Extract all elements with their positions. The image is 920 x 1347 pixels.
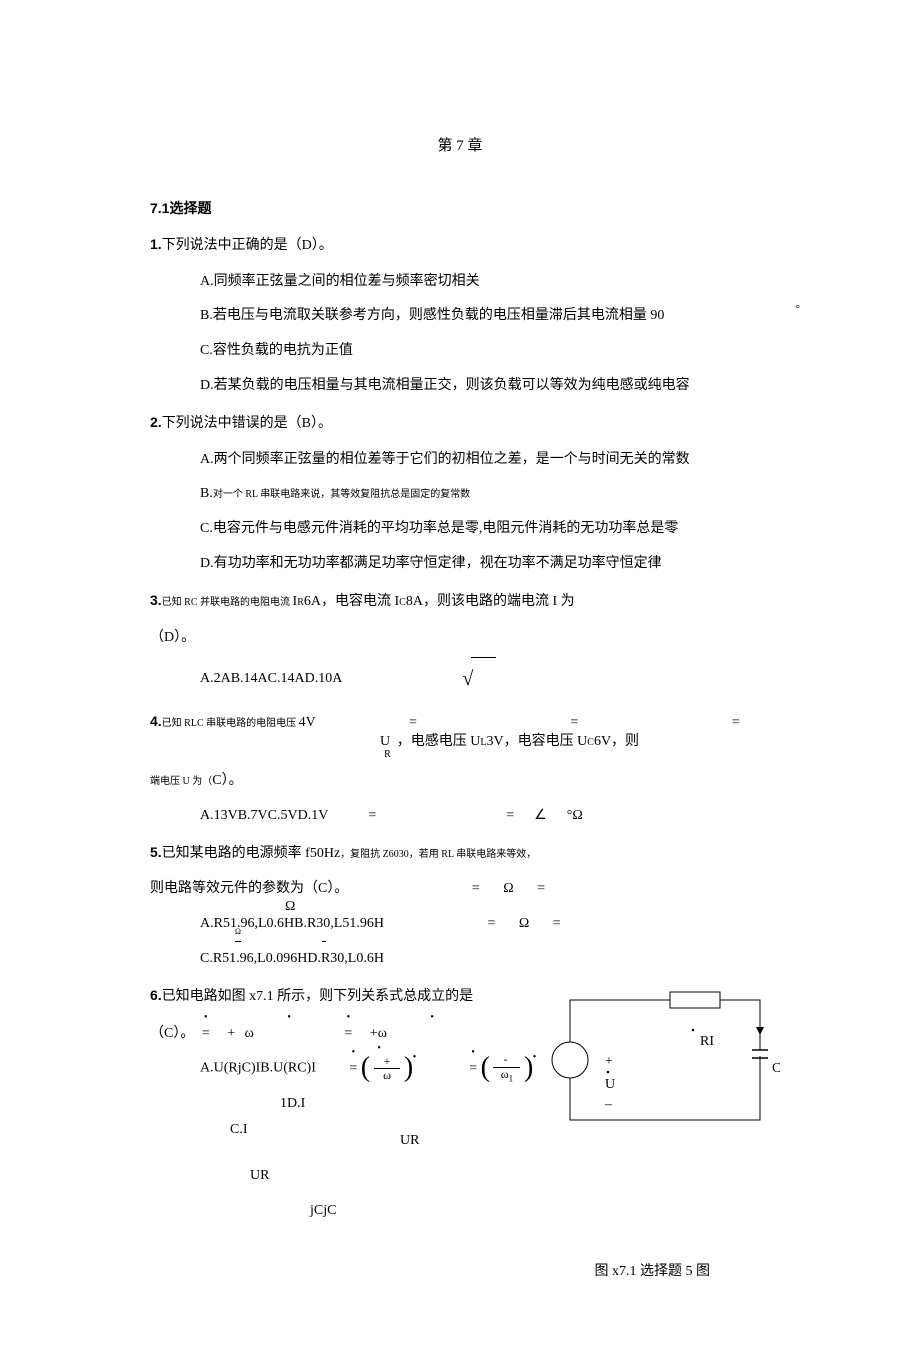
angle-sym: ∠ xyxy=(534,801,547,832)
q4-opts: A.13VB.7VC.5VD.1V xyxy=(200,801,328,832)
question-3: 3.已知 RC 并联电路的电阻电流 IR6A，电容电流 IC8A，则该电路的端电… xyxy=(150,585,770,618)
paren-left: ( xyxy=(361,1053,370,1084)
q3-opts: A.2AB.14AC.14AD.10A xyxy=(200,664,342,695)
fraction: - ω1 xyxy=(493,1053,520,1083)
svg-text:RI: RI xyxy=(700,1034,714,1049)
circuit-diagram: RI + U – C xyxy=(550,980,780,1140)
q5-line2: 则电路等效元件的参数为（C）。 xyxy=(150,881,348,896)
q1-opt-b-text: B.若电压与电流取关联参考方向，则感性负载的电压相量滞后其电流相量 90 xyxy=(200,308,664,323)
eq-sym: = xyxy=(732,715,740,730)
q4-line3-end: C）。 xyxy=(212,773,242,788)
q5-stem-small: ，复阻抗 Z6030，若用 RL 串联电路来等效， xyxy=(340,849,536,860)
svg-text:+: + xyxy=(605,1054,613,1069)
paren-left: ( xyxy=(481,1053,490,1084)
svg-text:–: – xyxy=(604,1097,613,1112)
q3-mid2: 8A，则该电路的端电流 I 为 xyxy=(406,594,575,609)
q3-mid1: 6A，电容电流 I xyxy=(304,594,399,609)
q6-opt-ab: A.U(RjC)IB.U(RC)I xyxy=(200,1061,316,1076)
eq-sym: = xyxy=(368,801,376,832)
q4-mid: ，电感电压 U xyxy=(397,734,481,749)
q3-options-row: A.2AB.14AC.14AD.10A √ xyxy=(150,657,770,701)
question-2: 2.下列说法中错误的是（B）。 xyxy=(150,407,770,440)
omega-sym: ω xyxy=(378,1026,387,1041)
q1-opt-b: B.若电压与电流取关联参考方向，则感性负载的电压相量滞后其电流相量 90 ° xyxy=(150,301,770,332)
q3-ic-sub: C xyxy=(399,597,406,608)
q6-ur2: UR xyxy=(150,1161,770,1192)
q4-options-row: A.13VB.7VC.5VD.1V = = ∠ °Ω xyxy=(150,801,770,832)
q4-3v: 3V，电容电压 U xyxy=(487,734,588,749)
q4-4v: 4V xyxy=(299,715,316,730)
degree-symbol: ° xyxy=(796,297,800,321)
eq-sym: = xyxy=(472,881,480,896)
figure-caption: 图 x7.1 选择题 5 图 xyxy=(150,1257,770,1288)
omega-sym: ω xyxy=(245,1026,254,1041)
dot-marker xyxy=(430,1019,434,1050)
q2-opt-a: A.两个同频率正弦量的相位差等于它们的初相位之差，是一个与时间无关的常数 xyxy=(150,445,770,476)
fraction: + ω xyxy=(374,1055,401,1082)
q2-opt-d: D.有功功率和无功功率都满足功率守恒定律，视在功率不满足功率守恒定律 xyxy=(150,549,770,580)
dot-marker xyxy=(287,1019,291,1050)
ohm-sym: °Ω xyxy=(567,801,583,832)
q4-line3: 端电压 U 为（C）。 xyxy=(150,766,770,797)
q3-num: 3. xyxy=(150,592,162,608)
q6-stem: 已知电路如图 x7.1 所示，则下列关系式总成立的是 xyxy=(162,989,474,1004)
q4-line3-small: 端电压 U 为（ xyxy=(150,776,212,787)
q3-small-pre: 已知 RC 并联电路的电阻电流 xyxy=(162,597,293,608)
q5-opt-a: A.R51.96,L0.6HB.R30,L51.96H xyxy=(200,916,384,931)
q5-opt-c: C.R51.96,L0.096HD.R30,L0.6H xyxy=(150,944,770,975)
q1-opt-a: A.同频率正弦量之间的相位差与频率密切相关 xyxy=(150,267,770,298)
q3-ir-sub: R xyxy=(297,597,304,608)
q1-opt-c: C.容性负载的电抗为正值 xyxy=(150,336,770,367)
question-4: 4.已知 RLC 串联电路的电阻电压 4V = = = UR，电感电压 UL3V… xyxy=(150,706,770,758)
q2-opt-b-small: 对一个 RL 串联电路来说，其等效复阻抗总是固定的复常数 xyxy=(213,489,470,500)
q5-num: 5. xyxy=(150,844,162,860)
q2-opt-c: C.电容元件与电感元件消耗的平均功率总是零,电阻元件消耗的无功功率总是零 xyxy=(150,514,770,545)
question-5: 5.已知某电路的电源频率 f50Hz，复阻抗 Z6030，若用 RL 串联电路来… xyxy=(150,837,770,870)
eq-sym: = xyxy=(487,916,495,931)
svg-text:C: C xyxy=(772,1061,780,1076)
q2-stem: 下列说法中错误的是（B）。 xyxy=(162,416,332,431)
ohm-sym: Ω xyxy=(519,916,529,931)
q4-ur: U xyxy=(380,734,390,749)
sqrt-symbol: √ xyxy=(462,657,495,701)
q5-line2-row: 则电路等效元件的参数为（C）。 Ω = Ω = xyxy=(150,874,770,905)
eq-sym: = xyxy=(506,801,514,832)
q1-opt-d: D.若某负载的电压相量与其电流相量正交，则该负载可以等效为纯电感或纯电容 xyxy=(150,371,770,402)
q4-small: 已知 RLC 串联电路的电阻电压 xyxy=(162,718,299,729)
question-6: 6.已知电路如图 x7.1 所示，则下列关系式总成立的是 RI + U – C xyxy=(150,980,770,1227)
q2-opt-b-pre: B. xyxy=(200,486,213,501)
eq-sym: = xyxy=(537,881,545,896)
eq-dot: = xyxy=(349,1054,357,1085)
q6-after: （C）。 xyxy=(150,1026,194,1041)
q4-ur-sub: R xyxy=(384,749,391,760)
q5-stem-a: 已知某电路的电源频率 f50Hz xyxy=(162,846,341,861)
q1-num: 1. xyxy=(150,236,162,252)
chapter-title: 第 7 章 xyxy=(150,130,770,163)
eq-dot: = xyxy=(469,1054,477,1085)
q2-num: 2. xyxy=(150,414,162,430)
q5-opt-a-row: A.R51.96,L0.6HB.R30,L51.96H Ω = Ω = xyxy=(150,909,770,940)
q6-num: 6. xyxy=(150,987,162,1003)
question-1: 1.下列说法中正确的是（D）。 xyxy=(150,229,770,262)
q4-end: 6V，则 xyxy=(594,734,639,749)
q4-num: 4. xyxy=(150,713,162,729)
q3-after: （D）。 xyxy=(150,623,770,654)
q6-jcjc: jCjC xyxy=(150,1196,770,1227)
section-title: 7.1选择题 xyxy=(150,193,770,224)
q4-uc-sub: C xyxy=(587,737,594,748)
plus-sym: + xyxy=(370,1026,378,1041)
ohm-decoration: Ω xyxy=(235,923,241,942)
eq-sym: = xyxy=(553,916,561,931)
plus-sym: + xyxy=(227,1026,235,1041)
q1-stem: 下列说法中正确的是（D）。 xyxy=(162,238,333,253)
ohm-decoration xyxy=(322,923,326,942)
svg-text:U: U xyxy=(605,1077,615,1092)
ohm-sym: Ω xyxy=(503,881,513,896)
eq-dot: = xyxy=(202,1019,210,1050)
q2-opt-b: B.对一个 RL 串联电路来说，其等效复阻抗总是固定的复常数 xyxy=(150,479,770,510)
